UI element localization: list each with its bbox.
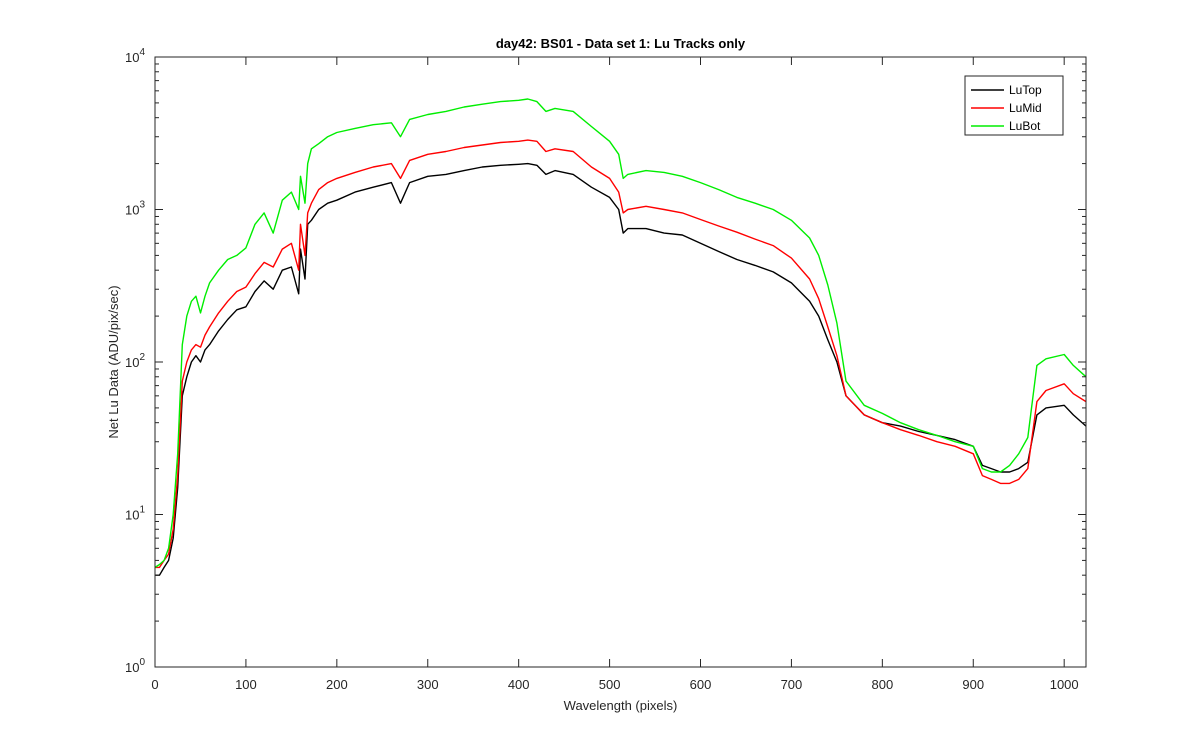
legend-label-lubot: LuBot — [1009, 119, 1041, 133]
tick-layer: 0 100 200 300 400 500 600 700 800 900 1000 100 101 10… — [125, 47, 1086, 692]
x-tick-label: 700 — [781, 677, 803, 692]
x-tick-label: 1000 — [1050, 677, 1079, 692]
legend: LuTop LuMid LuBot — [964, 75, 1064, 136]
x-tick-label: 300 — [417, 677, 439, 692]
y-tick-label: 104 — [125, 47, 145, 65]
x-tick-label: 800 — [871, 677, 893, 692]
y-axis-label: Net Lu Data (ADU/pix/sec) — [106, 285, 121, 438]
y-tick-label: 102 — [125, 352, 145, 370]
legend-label-lumid: LuMid — [1009, 101, 1042, 115]
chart-title: day42: BS01 - Data set 1: Lu Tracks only — [496, 36, 746, 51]
x-tick-label: 200 — [326, 677, 348, 692]
series-layer — [154, 98, 1087, 576]
x-tick-label: 400 — [508, 677, 530, 692]
legend-label-lutop: LuTop — [1009, 83, 1042, 97]
legend-box — [964, 75, 1064, 136]
y-tick-label: 101 — [125, 505, 145, 523]
x-tick-label: 600 — [690, 677, 712, 692]
axes-box — [154, 56, 1087, 668]
y-tick-label: 100 — [125, 657, 145, 675]
x-axis-label: Wavelength (pixels) — [564, 698, 678, 713]
y-tick-label: 103 — [125, 200, 145, 218]
series-line-lutop — [155, 162, 1087, 576]
x-tick-label: 900 — [962, 677, 984, 692]
x-tick-label: 500 — [599, 677, 621, 692]
x-tick-label: 100 — [235, 677, 257, 692]
series-line-lubot — [154, 98, 1087, 568]
series-line-lumid — [155, 139, 1087, 569]
plot-area — [155, 57, 1086, 667]
x-tick-label: 0 — [151, 677, 158, 692]
